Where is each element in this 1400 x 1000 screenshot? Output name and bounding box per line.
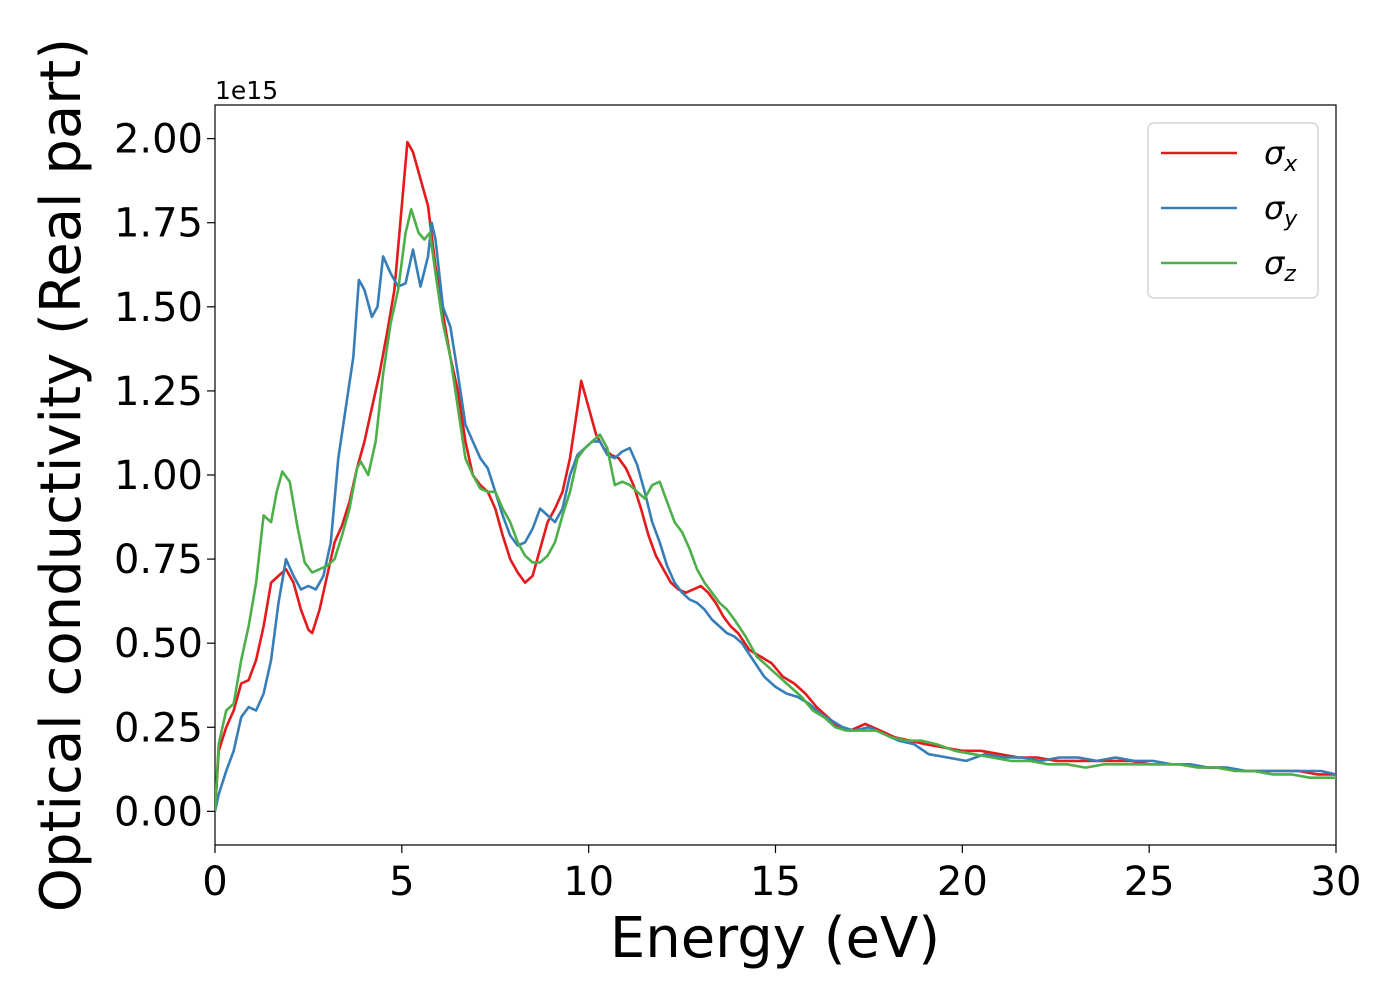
legend-label-z: σz — [1264, 244, 1296, 287]
x-tick-label: 20 — [937, 859, 988, 905]
y-tick-label: 0.75 — [114, 537, 203, 583]
x-axis: 0 5 10 15 20 25 30 — [202, 845, 1361, 905]
y-tick-label: 0.25 — [114, 705, 203, 751]
x-tick-label: 15 — [750, 859, 801, 905]
x-tick-label: 0 — [202, 859, 227, 905]
y-offset-label: 1e15 — [215, 76, 278, 105]
x-tick-label: 5 — [389, 859, 414, 905]
y-axis-title: Optical conductivity (Real part) — [29, 38, 94, 912]
y-tick-label: 1.50 — [114, 285, 203, 331]
legend-label-x: σx — [1264, 134, 1298, 177]
legend-label-y: σy — [1264, 189, 1298, 232]
series-line-z — [215, 208, 1336, 812]
series-line-y — [215, 221, 1336, 812]
y-tick-label: 1.75 — [114, 201, 203, 247]
legend: σx σy σz — [1147, 122, 1319, 299]
series-layer — [215, 140, 1336, 812]
x-tick-label: 10 — [563, 859, 614, 905]
x-tick-label: 25 — [1124, 859, 1175, 905]
x-axis-title: Energy (eV) — [610, 906, 940, 971]
y-tick-label: 1.25 — [114, 369, 203, 415]
legend-box — [1147, 122, 1319, 299]
y-tick-label: 0.00 — [114, 789, 203, 835]
y-tick-label: 0.50 — [114, 621, 203, 667]
y-tick-label: 2.00 — [114, 117, 203, 163]
x-tick-label: 30 — [1311, 859, 1362, 905]
y-tick-label: 1.00 — [114, 453, 203, 499]
y-axis: 0.00 0.25 0.50 0.75 1.00 1.25 1.50 1.75 2.00 — [114, 117, 215, 835]
